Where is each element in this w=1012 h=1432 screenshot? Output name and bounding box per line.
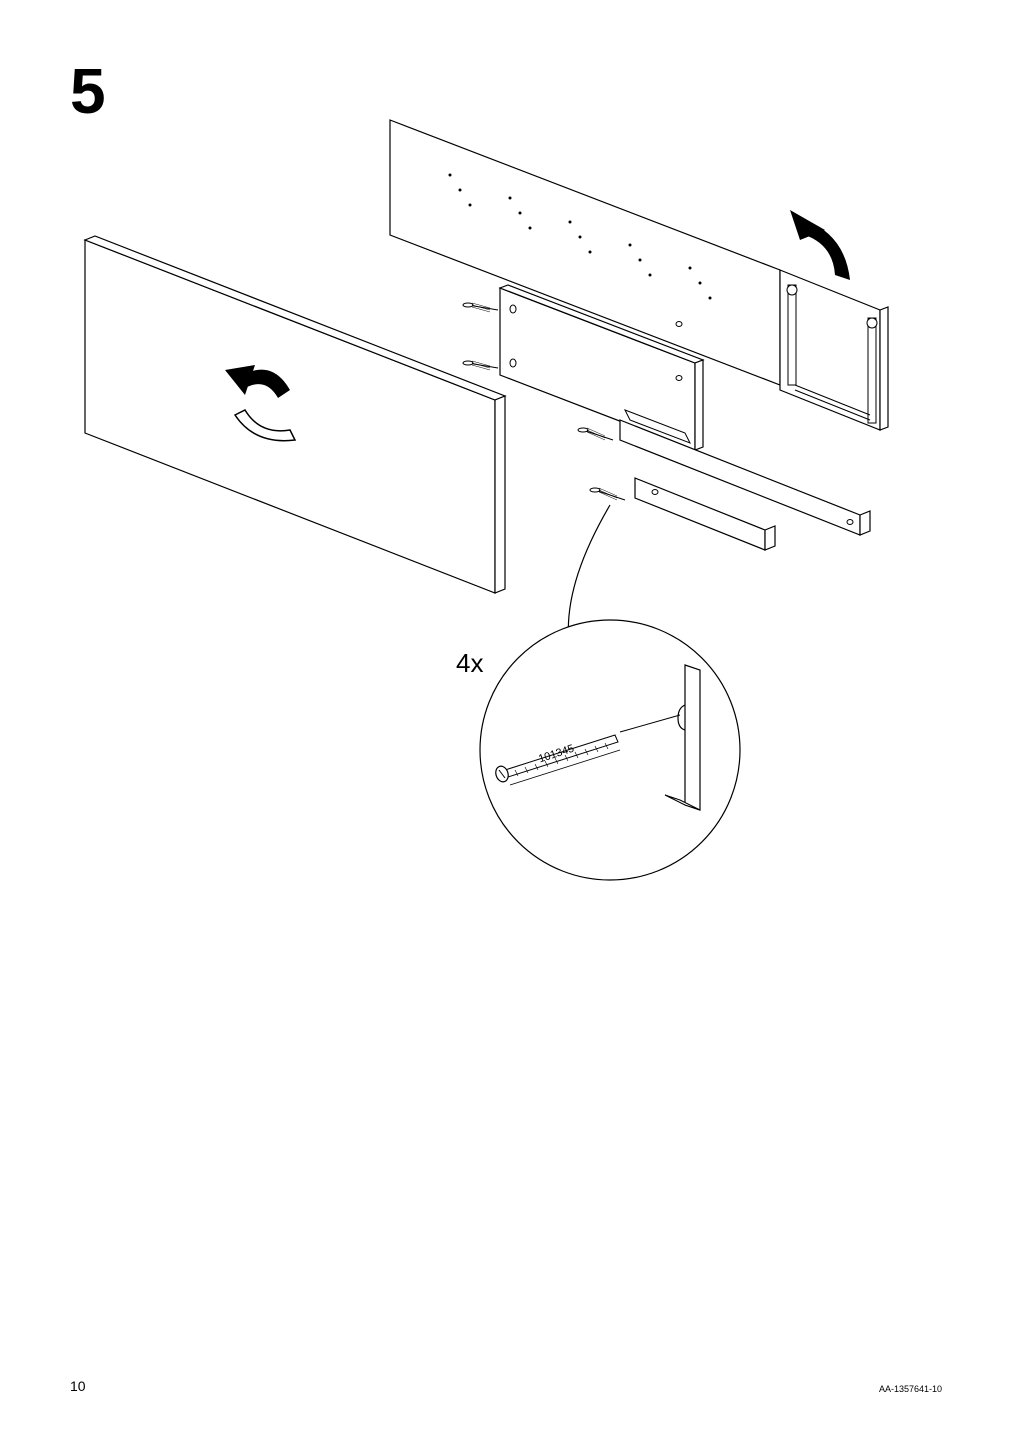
lower-rail-right [620,410,870,535]
rotation-arrow-right [790,210,850,280]
assembly-diagram [60,90,930,940]
page-number: 10 [70,1378,86,1394]
callout-circle [480,620,740,880]
callout-quantity: 4x [456,648,483,679]
right-side-assembly [780,270,888,430]
document-id: AA-1357641-10 [879,1384,942,1394]
front-panel [85,236,505,593]
